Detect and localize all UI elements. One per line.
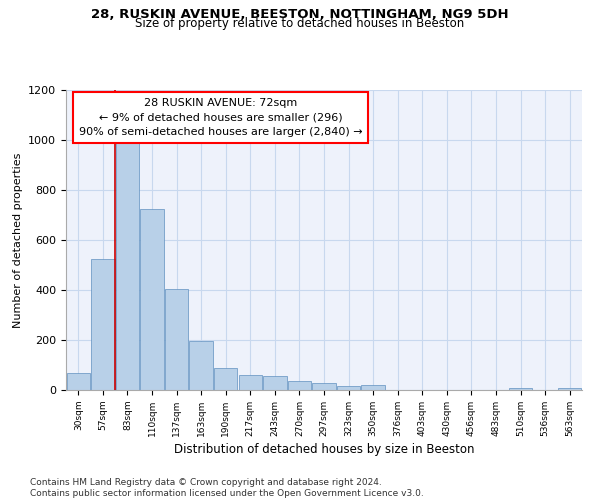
Bar [288,381,311,390]
Text: Size of property relative to detached houses in Beeston: Size of property relative to detached ho… [136,18,464,30]
Bar [239,375,262,390]
Text: Contains HM Land Registry data © Crown copyright and database right 2024.
Contai: Contains HM Land Registry data © Crown c… [30,478,424,498]
Bar [67,372,90,390]
Bar [190,341,213,390]
Bar [337,386,360,390]
Bar [361,385,385,390]
Bar [116,140,139,390]
Y-axis label: Number of detached properties: Number of detached properties [13,152,23,328]
Bar [313,382,335,390]
Bar [509,388,532,390]
Bar [91,259,115,390]
Bar [263,376,287,390]
X-axis label: Distribution of detached houses by size in Beeston: Distribution of detached houses by size … [174,443,474,456]
Bar [558,388,581,390]
Bar [140,209,164,390]
Bar [214,368,238,390]
Text: 28, RUSKIN AVENUE, BEESTON, NOTTINGHAM, NG9 5DH: 28, RUSKIN AVENUE, BEESTON, NOTTINGHAM, … [91,8,509,20]
Bar [165,289,188,390]
Text: 28 RUSKIN AVENUE: 72sqm
← 9% of detached houses are smaller (296)
90% of semi-de: 28 RUSKIN AVENUE: 72sqm ← 9% of detached… [79,98,362,137]
